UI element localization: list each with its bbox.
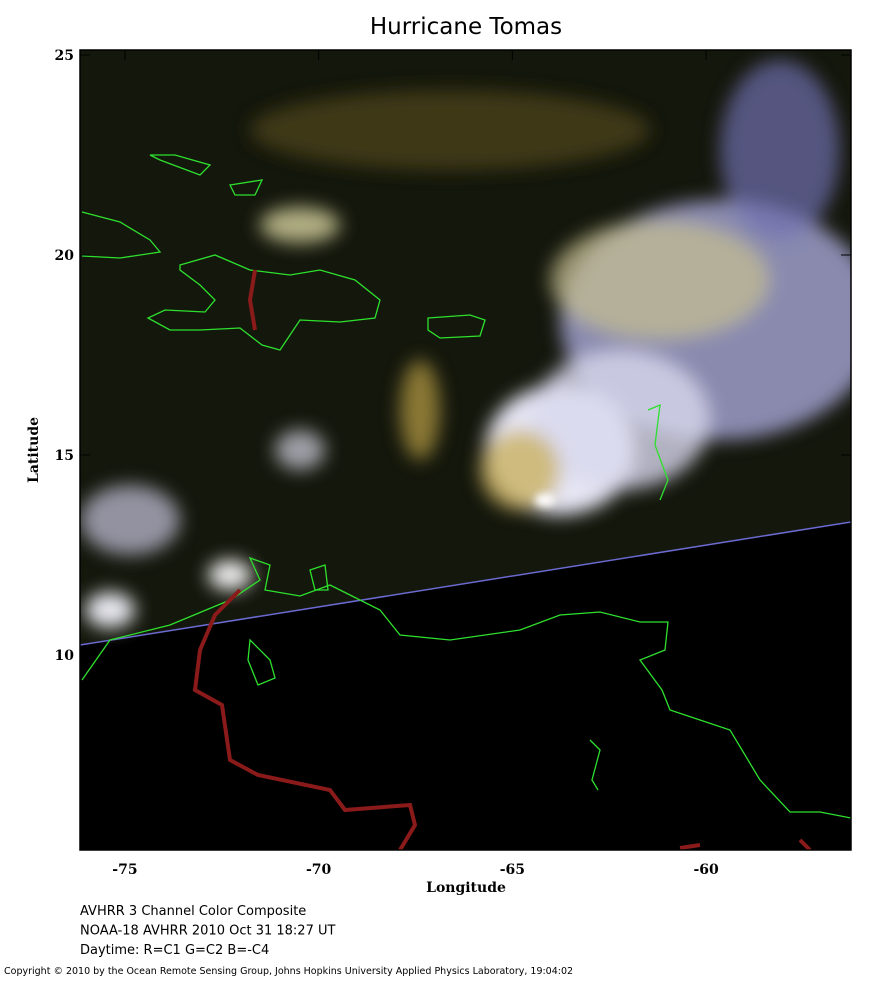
x-tick-label: -60 [693, 862, 719, 878]
caption-line: Daytime: R=C1 G=C2 B=-C4 [80, 943, 269, 958]
plot-frame [79, 49, 852, 851]
y-axis-label: Latitude [26, 417, 42, 483]
x-tick-label: -75 [112, 862, 137, 878]
title: Hurricane Tomas [370, 14, 562, 40]
caption-line: AVHRR 3 Channel Color Composite [80, 904, 306, 919]
captions: AVHRR 3 Channel Color Composite NOAA-18 A… [80, 904, 335, 958]
x-tick-label: -65 [500, 862, 525, 878]
copyright: Copyright © 2010 by the Ocean Remote Sen… [4, 966, 573, 977]
y-tick-label: 10 [55, 648, 75, 664]
y-tick-label: 20 [55, 248, 75, 264]
x-axis-label: Longitude [426, 880, 506, 896]
satellite-image [80, 50, 851, 850]
y-tick-label: 25 [55, 48, 74, 64]
x-tick-label: -70 [306, 862, 332, 878]
caption-line: NOAA-18 AVHRR 2010 Oct 31 18:27 UT [80, 924, 335, 939]
y-tick-label: 15 [55, 448, 74, 464]
